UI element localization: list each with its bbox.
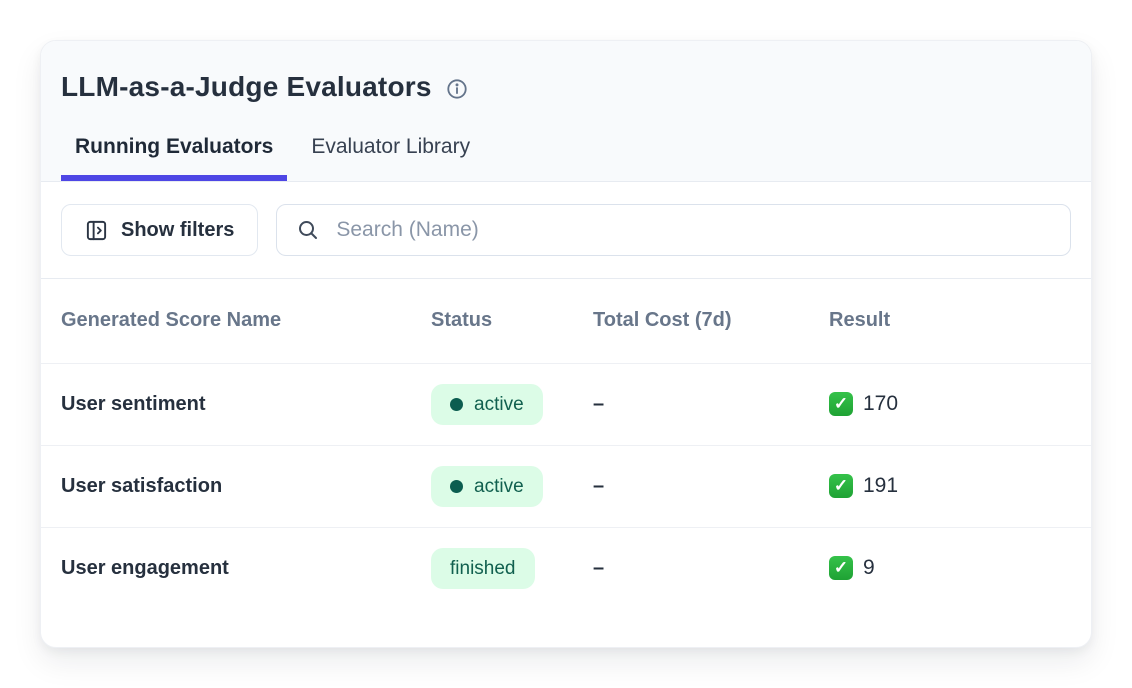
tab-evaluator-library[interactable]: Evaluator Library xyxy=(311,135,471,158)
search-input[interactable] xyxy=(336,218,1051,242)
page-title: LLM-as-a-Judge Evaluators xyxy=(61,71,432,102)
result-cell: ✓ 170 xyxy=(829,392,898,416)
score-name: User engagement xyxy=(61,556,229,579)
table-row-user-engagement[interactable]: User engagement finished – ✓ 9 xyxy=(41,526,1091,609)
evaluators-card: LLM-as-a-Judge Evaluators Running Evalua… xyxy=(40,40,1092,648)
tab-bar: Running Evaluators Evaluator Library xyxy=(61,135,1071,181)
column-header-result: Result xyxy=(829,309,891,332)
result-count: 170 xyxy=(863,392,899,415)
status-dot-icon xyxy=(450,397,463,411)
green-check-icon: ✓ xyxy=(829,474,853,498)
search-icon xyxy=(296,218,320,242)
card-header: LLM-as-a-Judge Evaluators Running Evalua… xyxy=(41,41,1091,182)
score-name: User satisfaction xyxy=(61,474,223,497)
column-header-generated-score-name: Generated Score Name xyxy=(61,309,282,332)
column-header-total-cost: Total Cost (7d) xyxy=(593,309,732,332)
status-badge: finished xyxy=(431,547,535,589)
tab-running-evaluators[interactable]: Running Evaluators xyxy=(61,135,288,181)
status-dot-icon xyxy=(450,479,463,493)
status-label: active xyxy=(474,475,524,497)
status-label: active xyxy=(474,393,524,415)
total-cost-value: – xyxy=(593,556,605,579)
total-cost-value: – xyxy=(593,392,605,415)
status-badge: active xyxy=(431,465,543,507)
result-count: 191 xyxy=(863,474,899,497)
result-cell: ✓ 191 xyxy=(829,474,898,498)
green-check-icon: ✓ xyxy=(829,392,853,416)
info-icon[interactable] xyxy=(446,78,468,100)
result-count: 9 xyxy=(863,556,875,580)
score-name: User sentiment xyxy=(61,392,206,415)
toolbar: Show filters xyxy=(41,182,1091,279)
green-check-icon: ✓ xyxy=(829,556,853,581)
title-row: LLM-as-a-Judge Evaluators xyxy=(61,71,1071,103)
table-row-user-satisfaction[interactable]: User satisfaction active – ✓ 191 xyxy=(41,444,1091,527)
table-header-row: Generated Score Name Status Total Cost (… xyxy=(41,279,1091,363)
evaluators-table: Generated Score Name Status Total Cost (… xyxy=(41,279,1091,609)
column-header-status: Status xyxy=(431,309,493,332)
search-box xyxy=(276,204,1071,256)
total-cost-value: – xyxy=(593,474,605,497)
table-row-user-sentiment[interactable]: User sentiment active – ✓ 170 xyxy=(41,362,1091,445)
status-badge: active xyxy=(431,383,543,425)
show-filters-button[interactable]: Show filters xyxy=(61,204,259,256)
panel-open-icon xyxy=(85,219,108,242)
result-cell: ✓ 9 xyxy=(829,556,875,581)
show-filters-label: Show filters xyxy=(121,218,235,241)
status-label: finished xyxy=(450,557,516,579)
